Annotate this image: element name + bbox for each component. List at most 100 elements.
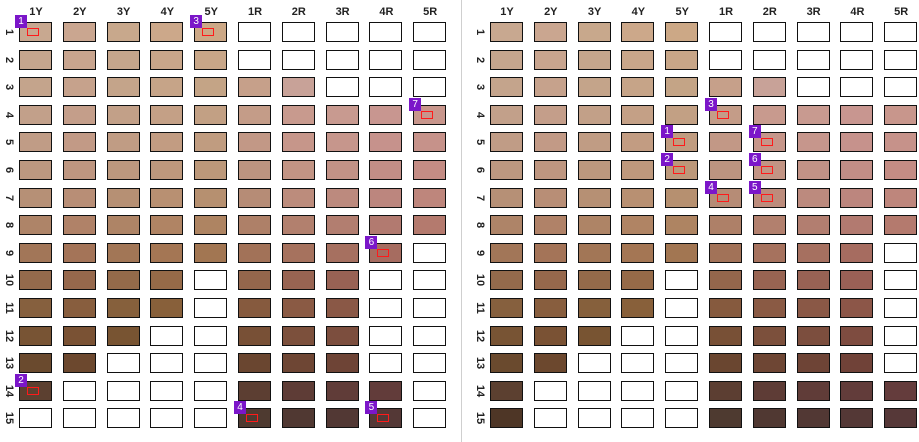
color-swatch-10-2r[interactable] [281, 270, 315, 291]
color-swatch-13-1r[interactable] [238, 353, 271, 374]
color-swatch-10-4r[interactable] [840, 270, 874, 291]
color-swatch-10-2y[interactable] [533, 270, 567, 291]
color-swatch-14-4r[interactable] [369, 380, 403, 401]
color-swatch-9-1y[interactable] [490, 242, 523, 263]
color-swatch-11-5r[interactable] [884, 298, 918, 318]
color-swatch-8-4r[interactable] [840, 215, 874, 236]
color-swatch-6-4y[interactable] [150, 160, 184, 180]
color-swatch-14-1y[interactable] [490, 380, 523, 401]
color-swatch-1-1y[interactable] [490, 22, 523, 42]
color-swatch-14-4r[interactable] [840, 380, 874, 401]
color-swatch-7-3y[interactable] [577, 187, 611, 208]
color-swatch-11-3y[interactable] [106, 298, 140, 318]
color-swatch-3-2r[interactable] [281, 77, 315, 98]
color-swatch-6-3y[interactable] [106, 160, 140, 180]
color-swatch-4-4r[interactable] [369, 104, 403, 125]
color-swatch-10-4y[interactable] [621, 270, 655, 291]
color-swatch-9-3y[interactable] [106, 242, 140, 263]
color-swatch-12-4y[interactable] [150, 325, 184, 346]
color-swatch-8-4y[interactable] [150, 215, 184, 236]
color-swatch-3-2y[interactable] [62, 77, 96, 98]
color-swatch-2-4r[interactable] [840, 49, 874, 70]
color-swatch-2-4r[interactable] [369, 49, 403, 70]
color-swatch-4-2y[interactable] [533, 104, 567, 125]
color-swatch-1-3r[interactable] [325, 22, 359, 42]
color-swatch-2-2r[interactable] [281, 49, 315, 70]
color-swatch-4-2r[interactable] [281, 104, 315, 125]
color-swatch-5-1y[interactable] [490, 132, 523, 153]
color-swatch-1-4y[interactable] [150, 22, 184, 42]
color-swatch-12-2y[interactable] [62, 325, 96, 346]
color-swatch-7-3y[interactable] [106, 187, 140, 208]
color-swatch-15-4r[interactable] [369, 408, 403, 429]
color-swatch-8-1r[interactable] [238, 215, 271, 236]
color-swatch-3-4r[interactable] [840, 77, 874, 98]
color-swatch-8-2y[interactable] [62, 215, 96, 236]
color-swatch-11-4y[interactable] [621, 298, 655, 318]
color-swatch-7-3r[interactable] [325, 187, 359, 208]
color-swatch-5-2y[interactable] [533, 132, 567, 153]
color-swatch-7-1y[interactable] [490, 187, 523, 208]
color-swatch-2-2y[interactable] [62, 49, 96, 70]
color-swatch-2-1r[interactable] [709, 49, 742, 70]
color-swatch-8-3y[interactable] [577, 215, 611, 236]
color-swatch-15-4y[interactable] [150, 408, 184, 429]
color-swatch-9-5y[interactable] [665, 242, 699, 263]
color-swatch-5-4r[interactable] [369, 132, 403, 153]
color-swatch-2-3r[interactable] [796, 49, 830, 70]
color-swatch-3-5y[interactable] [194, 77, 228, 98]
color-swatch-10-5r[interactable] [413, 270, 447, 291]
color-swatch-4-3y[interactable] [577, 104, 611, 125]
color-swatch-15-2r[interactable] [752, 408, 786, 429]
color-swatch-14-3y[interactable] [106, 380, 140, 401]
color-swatch-3-3y[interactable] [106, 77, 140, 98]
color-swatch-15-5y[interactable] [665, 408, 699, 429]
color-swatch-1-1r[interactable] [709, 22, 742, 42]
color-swatch-3-4r[interactable] [369, 77, 403, 98]
color-swatch-6-4r[interactable] [840, 160, 874, 180]
color-swatch-14-2y[interactable] [62, 380, 96, 401]
color-swatch-8-5r[interactable] [884, 215, 918, 236]
color-swatch-9-4y[interactable] [621, 242, 655, 263]
color-swatch-14-4y[interactable] [150, 380, 184, 401]
color-swatch-3-4y[interactable] [621, 77, 655, 98]
color-swatch-1-2r[interactable] [281, 22, 315, 42]
color-swatch-9-1r[interactable] [238, 242, 271, 263]
color-swatch-8-5r[interactable] [413, 215, 447, 236]
color-swatch-7-2y[interactable] [533, 187, 567, 208]
color-swatch-3-2r[interactable] [752, 77, 786, 98]
color-swatch-1-5r[interactable] [884, 22, 918, 42]
color-swatch-3-5y[interactable] [665, 77, 699, 98]
color-swatch-10-3r[interactable] [325, 270, 359, 291]
color-swatch-11-5y[interactable] [665, 298, 699, 318]
color-swatch-14-5r[interactable] [884, 380, 918, 401]
color-swatch-8-3r[interactable] [325, 215, 359, 236]
color-swatch-9-5r[interactable] [884, 242, 918, 263]
color-swatch-7-4y[interactable] [150, 187, 184, 208]
color-swatch-1-1r[interactable] [238, 22, 271, 42]
color-swatch-12-5r[interactable] [884, 325, 918, 346]
color-swatch-6-3r[interactable] [796, 160, 830, 180]
color-swatch-6-2r[interactable] [752, 160, 786, 180]
color-swatch-14-3y[interactable] [577, 380, 611, 401]
color-swatch-14-2r[interactable] [281, 380, 315, 401]
color-swatch-13-4y[interactable] [150, 353, 184, 374]
color-swatch-12-1y[interactable] [490, 325, 523, 346]
color-swatch-10-4y[interactable] [150, 270, 184, 291]
color-swatch-12-3y[interactable] [106, 325, 140, 346]
color-swatch-15-3y[interactable] [106, 408, 140, 429]
color-swatch-15-5r[interactable] [884, 408, 918, 429]
color-swatch-13-3r[interactable] [325, 353, 359, 374]
color-swatch-7-2r[interactable] [752, 187, 786, 208]
color-swatch-5-4r[interactable] [840, 132, 874, 153]
color-swatch-6-3y[interactable] [577, 160, 611, 180]
color-swatch-11-4r[interactable] [369, 298, 403, 318]
color-swatch-5-2r[interactable] [752, 132, 786, 153]
color-swatch-15-4y[interactable] [621, 408, 655, 429]
color-swatch-15-3y[interactable] [577, 408, 611, 429]
color-swatch-2-5r[interactable] [413, 49, 447, 70]
color-swatch-14-4y[interactable] [621, 380, 655, 401]
color-swatch-1-2y[interactable] [533, 22, 567, 42]
color-swatch-8-5y[interactable] [665, 215, 699, 236]
color-swatch-14-5r[interactable] [413, 380, 447, 401]
